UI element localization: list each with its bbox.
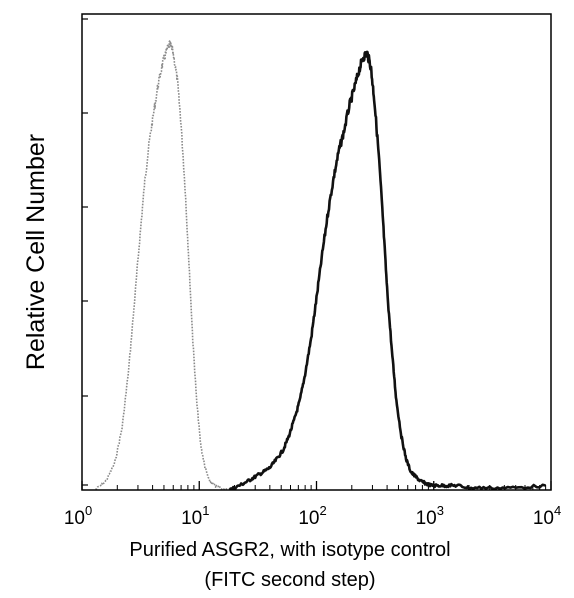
y-axis-ticks bbox=[82, 18, 88, 486]
x-axis-title-line2: (FITC second step) bbox=[204, 569, 375, 591]
x-tick-label-3: 103 bbox=[416, 503, 444, 529]
series-line-1 bbox=[228, 50, 546, 491]
x-tick-label-2: 102 bbox=[298, 503, 326, 529]
x-tick-label-0: 100 bbox=[64, 503, 92, 529]
x-tick-label-1: 101 bbox=[181, 503, 209, 529]
series-line-0 bbox=[95, 39, 235, 490]
series-group bbox=[95, 39, 546, 491]
x-tick-label-4: 104 bbox=[533, 503, 561, 529]
x-tick-labels: 100 101 102 103 104 bbox=[64, 503, 561, 529]
x-axis-title: Purified ASGR2, with isotype control bbox=[129, 539, 450, 561]
y-axis-title: Relative Cell Number bbox=[22, 134, 50, 370]
x-axis-ticks bbox=[81, 481, 552, 490]
plot-frame bbox=[81, 13, 552, 491]
